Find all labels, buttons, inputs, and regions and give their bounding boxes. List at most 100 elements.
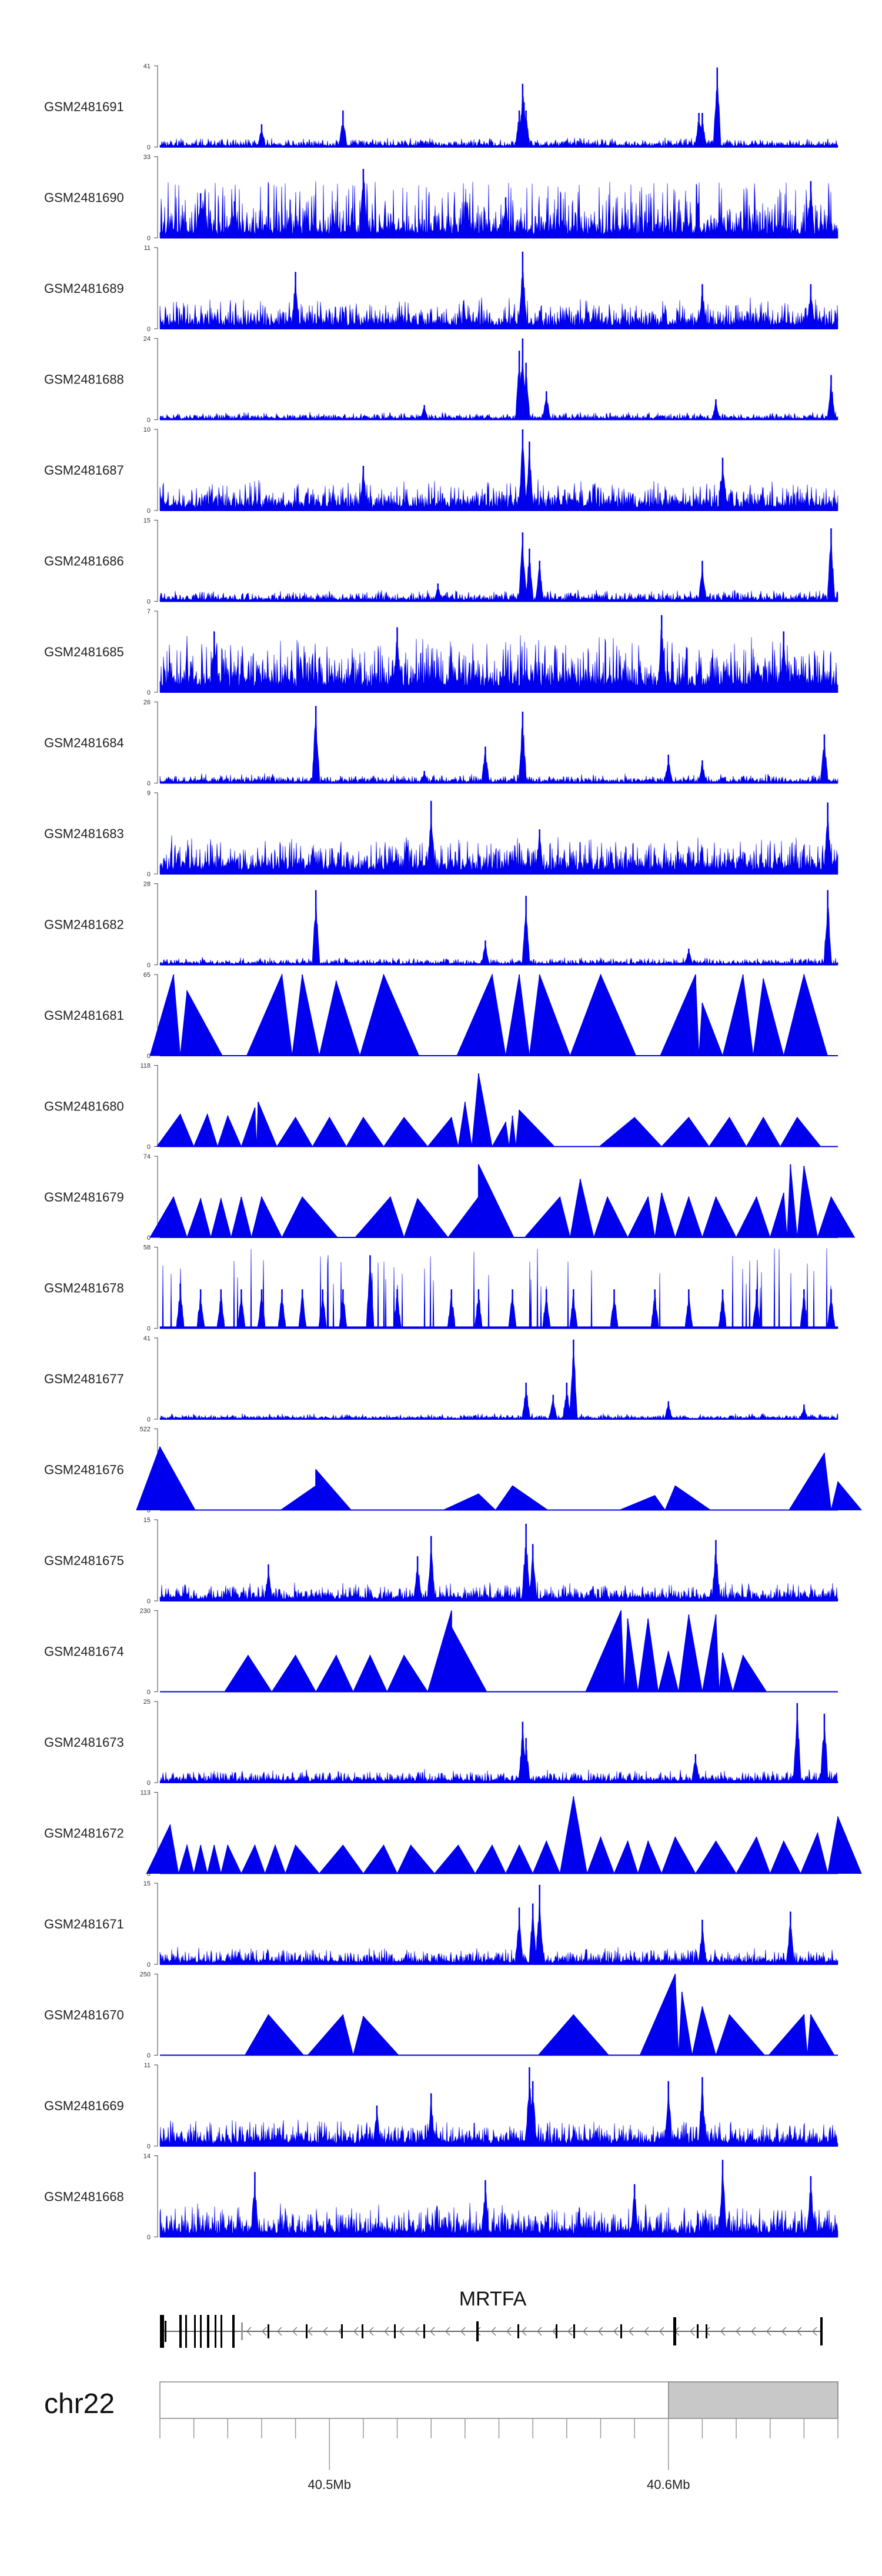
signal-area: [244, 1974, 835, 2056]
signal-tracks: GSM2481691410GSM2481690330GSM2481689110G…: [44, 63, 863, 2241]
track-y-axis: [154, 65, 158, 148]
track-label: GSM2481674: [44, 1644, 124, 1659]
strand-arrow-icon: [399, 2327, 405, 2336]
signal-area: [159, 446, 838, 511]
track-label: GSM2481677: [44, 1372, 124, 1386]
strand-arrow-icon: [720, 2327, 726, 2336]
exon-mark: [673, 2317, 676, 2345]
exon-mark: [179, 2315, 182, 2348]
signal-area: [149, 973, 828, 1056]
track-ymax-label: 118: [140, 1063, 151, 1070]
strand-arrow-icon: [491, 2327, 496, 2336]
track-ymax-label: 15: [143, 1517, 151, 1524]
strand-arrow-icon: [415, 2327, 420, 2336]
exon-mark: [820, 2317, 823, 2345]
track-y-axis: [154, 156, 158, 238]
track-ymin-label: 0: [147, 2053, 151, 2060]
signal-area: [159, 810, 838, 875]
track-y-axis: [154, 883, 158, 965]
exon-mark: [207, 2315, 209, 2348]
track-ymin-label: 0: [147, 508, 151, 515]
track-GSM2481679: GSM2481679 74 0: [44, 1153, 856, 1242]
track-GSM2481671: GSM2481671 15 0: [44, 1880, 838, 1968]
track-label: GSM2481684: [44, 736, 124, 750]
strand-arrow-icon: [567, 2327, 573, 2336]
strand-arrow-icon: [384, 2327, 389, 2336]
track-GSM2481684: GSM2481684 26 0: [44, 699, 838, 788]
track-ymin-label: 0: [147, 1507, 151, 1514]
gene-model: MRTFA: [160, 2288, 823, 2348]
track-ymin-label: 0: [147, 599, 151, 606]
track-label: GSM2481670: [44, 2008, 124, 2023]
strand-arrow-icon: [736, 2327, 741, 2336]
strand-arrow-icon: [353, 2327, 359, 2336]
exon-mark: [194, 2315, 196, 2348]
track-GSM2481683: GSM2481683 9 0: [44, 790, 838, 878]
strand-arrow-icon: [369, 2327, 374, 2336]
track-ymax-label: 230: [140, 1608, 151, 1615]
exon-mark: [620, 2324, 622, 2338]
strand-arrow-icon: [277, 2327, 282, 2336]
strand-arrow-icon: [246, 2327, 252, 2336]
track-label: GSM2481689: [44, 281, 124, 296]
track-GSM2481670: GSM2481670 250 0: [44, 1971, 838, 2060]
track-y-axis: [154, 2155, 158, 2237]
track-ymin-label: 0: [147, 1598, 151, 1605]
exon-mark: [165, 2321, 166, 2342]
track-ymin-label: 0: [147, 1144, 151, 1151]
track-label: GSM2481680: [44, 1099, 124, 1114]
track-GSM2481669: GSM2481669 11 0: [44, 2062, 838, 2150]
track-label: GSM2481691: [44, 99, 124, 114]
track-GSM2481686: GSM2481686 15 0: [44, 518, 838, 606]
signal-area: [159, 171, 838, 238]
strand-arrow-icon: [598, 2327, 603, 2336]
track-label: GSM2481681: [44, 1008, 124, 1023]
track-GSM2481673: GSM2481673 25 0: [44, 1699, 838, 1787]
exon-mark: [423, 2324, 425, 2338]
track-GSM2481691: GSM2481691 41 0: [44, 63, 838, 151]
track-ymin-label: 0: [147, 1053, 151, 1060]
exon-mark: [241, 2323, 243, 2340]
track-GSM2481677: GSM2481677 41 0: [44, 1335, 838, 1423]
exon-mark: [185, 2315, 187, 2348]
signal-area: [159, 902, 838, 965]
track-y-axis: [154, 247, 158, 329]
track-ymax-label: 14: [143, 2153, 151, 2160]
strand-arrow-icon: [613, 2327, 619, 2336]
strand-arrow-icon: [506, 2327, 512, 2336]
signal-area: [159, 629, 838, 693]
strand-arrow-icon: [751, 2327, 756, 2336]
track-GSM2481680: GSM2481680 118 0: [44, 1063, 838, 1151]
track-ymax-label: 28: [143, 881, 151, 888]
track-ymax-label: 74: [143, 1153, 151, 1160]
strand-arrow-icon: [445, 2327, 450, 2336]
track-y-axis: [154, 1701, 158, 1783]
axis-tick-label: 40.5Mb: [308, 2477, 351, 2492]
track-ymin-label: 0: [147, 689, 151, 696]
track-ymax-label: 522: [140, 1426, 151, 1433]
track-ymax-label: 58: [143, 1244, 151, 1252]
track-label: GSM2481690: [44, 191, 124, 205]
signal-area: [159, 83, 838, 148]
strand-arrow-icon: [583, 2327, 588, 2336]
track-ymin-label: 0: [147, 144, 151, 151]
signal-area: [159, 1719, 838, 1783]
track-ymax-label: 25: [143, 1699, 151, 1706]
track-ymin-label: 0: [147, 417, 151, 424]
track-label: GSM2481671: [44, 1917, 124, 1931]
track-label: GSM2481679: [44, 1190, 124, 1204]
exon-mark: [394, 2324, 396, 2338]
track-y-axis: [154, 1065, 158, 1147]
signal-area: [159, 1540, 838, 1601]
track-y-axis: [154, 1337, 158, 1420]
track-label: GSM2481688: [44, 372, 124, 387]
track-GSM2481672: GSM2481672 113 0: [44, 1790, 862, 1878]
signal-area: [146, 1796, 862, 1874]
track-y-axis: [154, 610, 158, 693]
strand-arrow-icon: [659, 2327, 664, 2336]
track-label: GSM2481676: [44, 1463, 124, 1477]
track-y-axis: [154, 702, 158, 783]
track-label: GSM2481675: [44, 1553, 124, 1568]
track-y-axis: [154, 520, 158, 602]
exon-mark: [341, 2324, 343, 2338]
